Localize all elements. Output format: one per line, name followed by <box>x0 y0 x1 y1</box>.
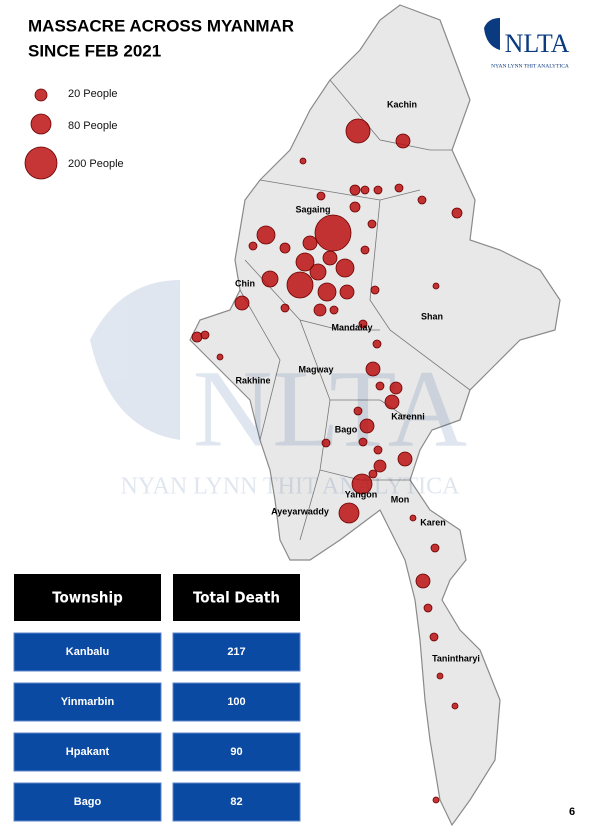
region-label: Ayeyarwaddy <box>271 506 329 516</box>
legend-label: 80 People <box>68 120 118 132</box>
title-line: SINCE FEB 2021 <box>28 41 161 60</box>
cell-text: Yinmarbin <box>61 696 115 708</box>
header-cell <box>14 574 161 621</box>
table-cell <box>13 732 162 772</box>
map-outline <box>189 4 561 827</box>
region-label: Bago <box>335 424 358 434</box>
cell-text: Kanbalu <box>66 646 109 658</box>
column-header: Township <box>52 589 123 607</box>
legend-symbol <box>24 146 58 180</box>
watermark: NLTA NYAN LYNN THIT ANALYTICA <box>90 280 467 500</box>
region-label: Mon <box>391 494 410 504</box>
region-label: Shan <box>421 311 443 321</box>
legend-label: 20 People <box>68 88 118 100</box>
table: Township Total Death Kanbalu 217 Yinmarbin… <box>13 574 301 822</box>
region-label: Rakhine <box>235 375 270 385</box>
logo-mark: NLTA <box>505 29 570 58</box>
table-cell <box>172 782 301 822</box>
legend-label: 200 People <box>68 158 124 170</box>
title-line: MASSACRE ACROSS MYANMAR <box>28 16 294 35</box>
table-cell <box>13 682 162 722</box>
region-label: Magway <box>298 364 333 374</box>
region-label: Karen <box>420 517 446 527</box>
region-label: Karenni <box>391 411 425 421</box>
region-label: Chin <box>235 278 255 288</box>
cell-text: 90 <box>230 746 242 758</box>
cell-text: Hpakant <box>66 746 110 758</box>
table-cell <box>13 632 162 672</box>
region-label: Sagaing <box>295 204 330 214</box>
table-cell <box>172 732 301 772</box>
table-cell <box>13 782 162 822</box>
header-cell <box>173 574 300 621</box>
region-labels: Kachin Sagaing Chin Mandalay Shan Rakhin… <box>235 99 480 663</box>
logo: NLTA NYAN LYNN THIT ANALYTICA <box>484 18 570 69</box>
cell-text: Bago <box>74 796 102 808</box>
bubbles <box>191 118 463 804</box>
page-number: 6 <box>569 806 575 818</box>
legend-symbol <box>34 88 48 102</box>
region-label: Yangon <box>345 489 378 499</box>
legend-symbol <box>30 113 52 135</box>
svg-text:NLTA: NLTA <box>193 347 467 469</box>
svg-text:NYAN LYNN THIT ANALYTICA: NYAN LYNN THIT ANALYTICA <box>121 474 461 500</box>
column-header: Total Death <box>193 589 280 607</box>
table-cell <box>172 682 301 722</box>
cell-text: 82 <box>230 796 242 808</box>
cell-text: 217 <box>227 646 245 658</box>
cell-text: 100 <box>227 696 245 708</box>
region-label: Tanintharyi <box>432 653 480 663</box>
logo-subtitle: NYAN LYNN THIT ANALYTICA <box>491 63 569 69</box>
table-cell <box>172 632 301 672</box>
legend: 20 People 80 People 200 People <box>24 88 124 180</box>
region-label: Mandalay <box>331 322 372 332</box>
region-label: Kachin <box>387 99 417 109</box>
